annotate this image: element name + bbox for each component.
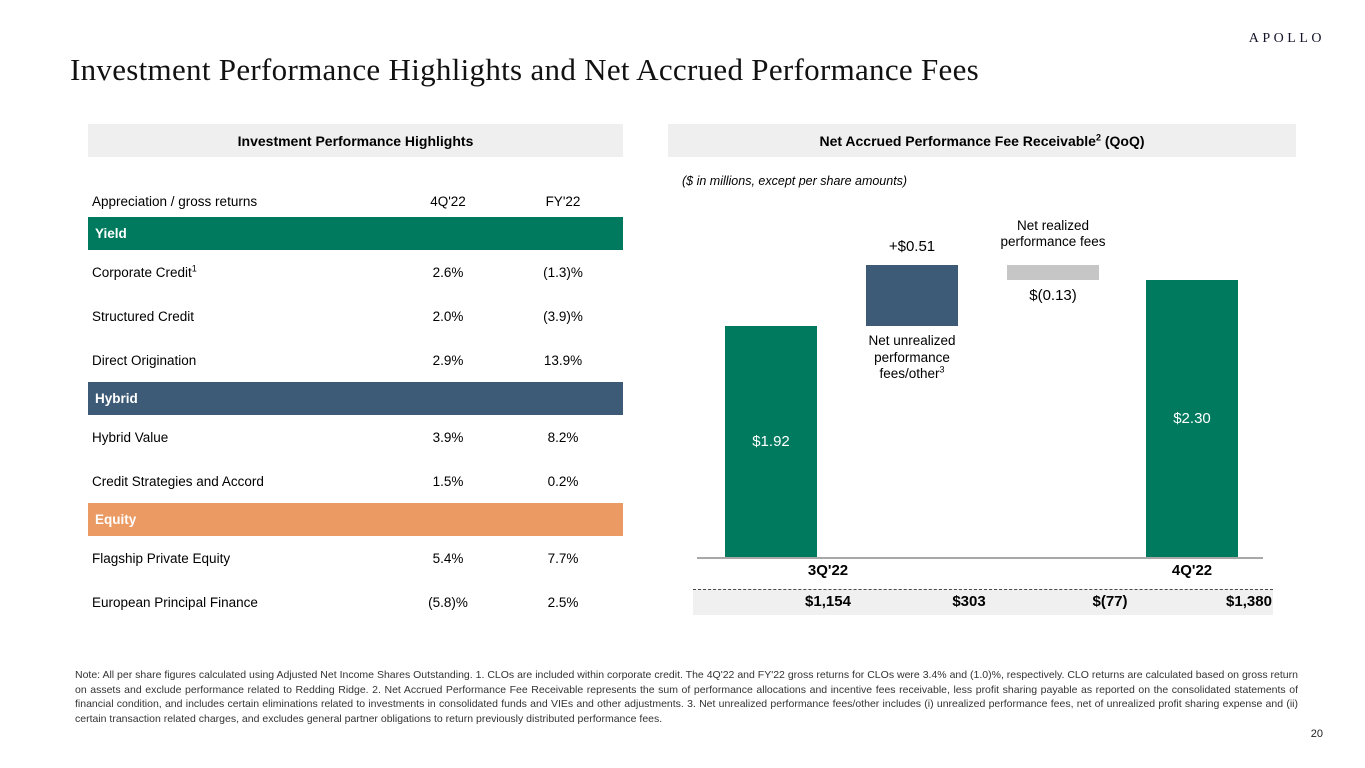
left-panel-header: Investment Performance Highlights <box>88 124 623 157</box>
chart-units-note: ($ in millions, except per share amounts… <box>682 174 908 188</box>
header-main: Net Accrued Performance Fee Receivable <box>819 132 1096 149</box>
section-band-yield: Yield <box>88 217 623 250</box>
row-fy22-value: 7.7% <box>547 550 579 566</box>
row-fy22-value: 2.5% <box>547 594 579 610</box>
section-band-label: Yield <box>95 226 127 241</box>
bar-category-label: Net unrealized performance fees/other3 <box>854 333 970 383</box>
row-fy22-value: (1.3)% <box>543 264 583 280</box>
bar-net-realized <box>1007 264 1099 281</box>
footnote-ref: 2 <box>1095 131 1101 142</box>
bar-category-label: Net realized performance fees <box>986 218 1121 251</box>
bar-value-label: +$0.51 <box>888 237 936 255</box>
row-fy22-value: 13.9% <box>543 352 583 368</box>
chart-column-3q22: $1.92 <box>725 124 817 557</box>
apollo-logo: APOLLO <box>1248 31 1325 46</box>
table-row: Credit Strategies and Accord 1.5% 0.2% <box>88 459 623 503</box>
row-label: Direct Origination <box>92 352 197 368</box>
row-4q22-value: 5.4% <box>432 550 464 566</box>
total-3q22: $1,154 <box>805 593 851 610</box>
bar-3q22: $1.92 <box>725 326 817 557</box>
total-net-realized: $(77) <box>1092 593 1128 610</box>
row-label: Flagship Private Equity <box>92 550 231 566</box>
row-4q22-value: 2.0% <box>432 308 464 324</box>
row-label: Credit Strategies and Accord <box>92 473 264 489</box>
section-band-hybrid: Hybrid <box>88 382 623 415</box>
bar-4q22: $2.30 <box>1146 280 1238 557</box>
x-axis-label-3q22: 3Q'22 <box>807 562 849 579</box>
table-row: Hybrid Value 3.9% 8.2% <box>88 415 623 459</box>
section-band-label: Hybrid <box>95 391 138 406</box>
table-row: Direct Origination 2.9% 13.9% <box>88 338 623 382</box>
header-suffix: (QoQ) <box>1100 132 1145 149</box>
column-label-fy22: FY'22 <box>545 194 581 209</box>
bar-category-text: Net unrealized performance fees/other <box>868 333 956 382</box>
chart-column-net-unrealized: +$0.51 Net unrealized performance fees/o… <box>866 124 958 557</box>
row-4q22-value: 2.6% <box>432 264 464 280</box>
section-band-equity: Equity <box>88 503 623 536</box>
footnote-text: Note: All per share figures calculated u… <box>75 669 1298 725</box>
row-label: Hybrid Value <box>92 429 169 445</box>
row-4q22-value: 3.9% <box>432 429 464 445</box>
table-column-header-row: Appreciation / gross returns 4Q'22 FY'22 <box>88 157 623 217</box>
bar-category-text: Net realized performance fees <box>1000 217 1106 250</box>
investment-performance-table: Investment Performance Highlights Apprec… <box>88 124 623 624</box>
total-net-unrealized: $303 <box>952 593 986 610</box>
row-4q22-value: (5.8)% <box>428 594 468 610</box>
row-fy22-value: 0.2% <box>547 473 579 489</box>
waterfall-chart: $1.92 +$0.51 Net unrealized performance … <box>668 124 1296 619</box>
row-fy22-value: 8.2% <box>547 429 579 445</box>
x-axis-label-4q22: 4Q'22 <box>1171 562 1213 579</box>
footnote-ref: 3 <box>939 364 945 375</box>
totals-row: $1,154 $303 $(77) $1,380 <box>693 589 1273 615</box>
bar-value-label: $2.30 <box>1173 410 1211 428</box>
table-row: Flagship Private Equity 5.4% 7.7% <box>88 536 623 580</box>
table-row: Structured Credit 2.0% (3.9)% <box>88 294 623 338</box>
bar-net-unrealized <box>866 264 958 326</box>
row-label: European Principal Finance <box>92 594 258 610</box>
row-label: Corporate Credit1 <box>88 263 393 280</box>
row-label: Structured Credit <box>92 308 195 324</box>
column-label-4q22: 4Q'22 <box>430 194 466 209</box>
right-panel-header: Net Accrued Performance Fee Receivable2 … <box>668 124 1296 157</box>
bar-value-label: $(0.13) <box>1029 287 1077 305</box>
x-axis-line <box>697 557 1263 559</box>
column-label-appreciation: Appreciation / gross returns <box>92 194 258 209</box>
right-panel-header-text: Net Accrued Performance Fee Receivable2 … <box>819 131 1145 149</box>
row-4q22-value: 1.5% <box>432 473 464 489</box>
footnote-ref: 1 <box>191 263 197 273</box>
chart-column-net-realized: Net realized performance fees $(0.13) <box>1000 124 1105 557</box>
page-title: Investment Performance Highlights and Ne… <box>70 52 980 87</box>
page-number: 20 <box>1310 728 1323 740</box>
row-fy22-value: (3.9)% <box>543 308 583 324</box>
row-4q22-value: 2.9% <box>432 352 464 368</box>
chart-column-4q22: $2.30 <box>1146 124 1238 557</box>
section-band-label: Equity <box>95 512 137 527</box>
table-row: Corporate Credit1 2.6% (1.3)% <box>88 250 623 294</box>
net-accrued-fee-chart-panel: Net Accrued Performance Fee Receivable2 … <box>668 124 1296 619</box>
table-row: European Principal Finance (5.8)% 2.5% <box>88 580 623 624</box>
total-4q22: $1,380 <box>1226 593 1272 610</box>
row-label-text: Corporate Credit <box>92 264 192 280</box>
bar-value-label: $1.92 <box>752 433 790 450</box>
